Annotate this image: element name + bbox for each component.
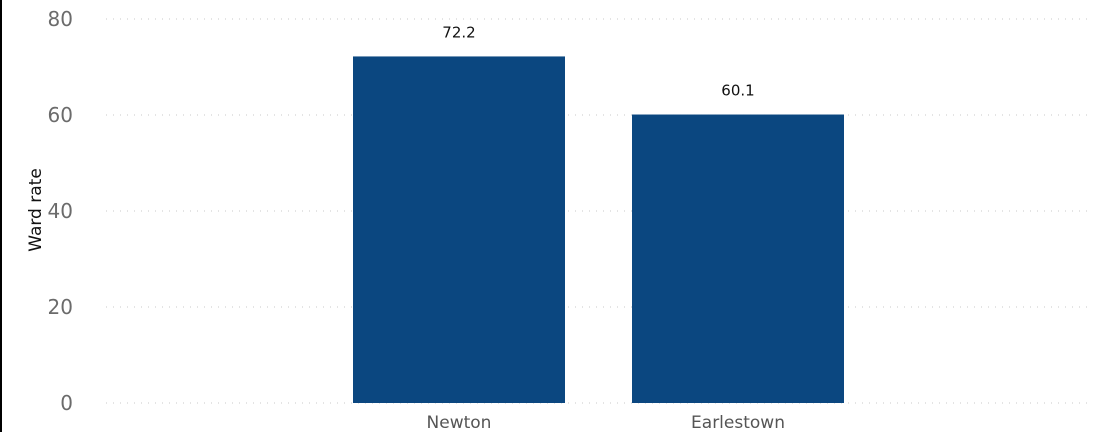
data-label-newton: 72.2 <box>442 23 475 41</box>
y-tick-label: 20 <box>48 295 73 319</box>
y-tick-label: 60 <box>48 103 73 127</box>
y-tick-label: 40 <box>48 199 73 223</box>
bar-newton <box>353 56 565 403</box>
data-labels: 72.2 60.1 <box>442 23 754 99</box>
bars <box>353 56 844 404</box>
y-tick-label: 80 <box>48 7 73 31</box>
bar-earlestown <box>632 114 844 404</box>
y-axis-ticks: 0 20 40 60 80 <box>48 7 73 415</box>
gridlines <box>106 18 1092 404</box>
y-axis-title: Ward rate <box>26 168 46 252</box>
data-label-earlestown: 60.1 <box>721 82 754 100</box>
y-tick-label: 0 <box>60 391 73 415</box>
x-axis-categories: Newton Earlestown <box>427 413 785 432</box>
x-category-label: Earlestown <box>691 413 785 432</box>
x-category-label: Newton <box>427 413 492 432</box>
